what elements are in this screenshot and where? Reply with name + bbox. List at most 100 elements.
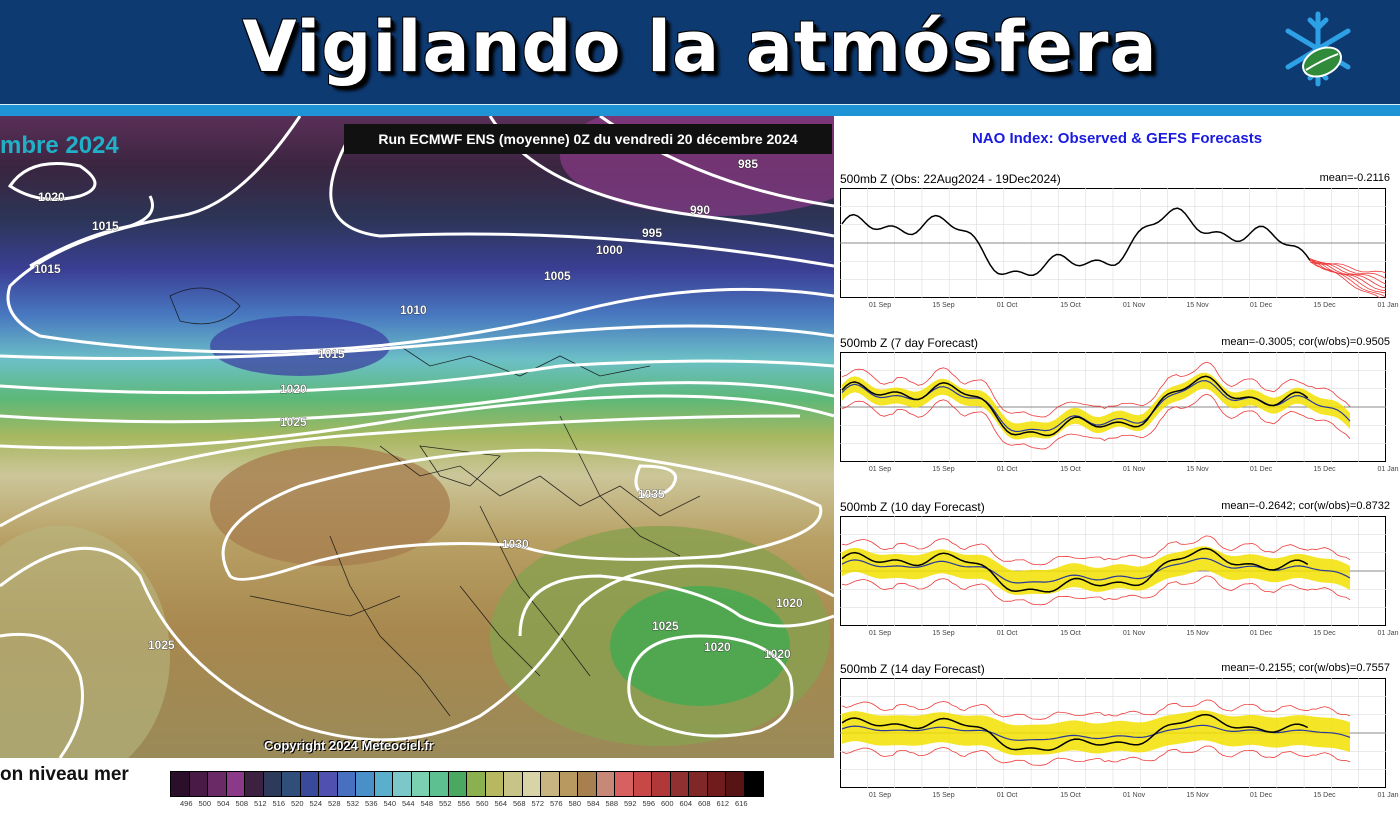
x-tick-label: 15 Oct [1060,792,1081,799]
x-tick-label: 01 Oct [996,302,1018,309]
legend-tick-label: 600 [661,799,674,808]
x-tick-label: 15 Dec [1313,302,1336,309]
isobar-label: 1020 [280,382,307,396]
legend-tick-label: 540 [383,799,397,808]
isobar-label: 1020 [704,640,731,654]
panel-stat: mean=-0.2116 [1319,172,1390,184]
nao-forecast-panel: 500mb Z (7 day Forecast) mean=-0.3005; co… [838,336,1399,486]
ensemble-spread-band [842,710,1350,756]
x-tick-label: 15 Dec [1313,466,1336,473]
x-tick-label: 01 Sep [868,302,892,309]
observed-nao-line [841,713,1309,751]
legend-tick-label: 580 [568,799,582,808]
x-tick-label: 01 Nov [1122,466,1146,473]
nao-line-chart [840,516,1386,626]
ensemble-extreme-line [841,699,1351,720]
x-tick-label: 01 Sep [868,792,892,799]
x-tick-label: 15 Sep [932,792,955,799]
nao-line-chart [840,188,1386,298]
x-tick-label: 15 Oct [1060,466,1081,473]
legend-swatch [171,772,190,796]
x-tick-label: 01 Dec [1249,302,1273,309]
x-tick-label: 01 Jan [1377,302,1399,309]
nao-forecast-panel: 500mb Z (10 day Forecast) mean=-0.2642; c… [838,500,1399,650]
legend-swatch [522,772,541,796]
legend-tick-label: 616 [735,799,748,808]
ensemble-extreme-line [841,745,1351,766]
x-tick-label: 15 Dec [1313,630,1336,637]
legend-tick-label: 512 [254,799,267,808]
isobar-label: 1025 [652,619,679,633]
snowflake-leaf-logo-icon [1285,11,1351,87]
legend-swatch [189,772,208,796]
nao-forecast-panel: 500mb Z (Obs: 22Aug2024 - 19Dec2024) mean… [838,172,1399,322]
observed-nao-line [841,375,1309,437]
x-tick-label: 01 Oct [996,792,1018,799]
legend-swatch [300,772,319,796]
x-tick-label: 15 Oct [1060,630,1081,637]
x-tick-label: 01 Nov [1122,630,1146,637]
legend-tick-label: 544 [402,799,415,808]
x-tick-label: 01 Jan [1377,792,1399,799]
legend-swatch [430,772,449,796]
legend-tick-label: 564 [494,799,508,808]
legend-swatch [337,772,356,796]
panel-stat: mean=-0.2155; cor(w/obs)=0.7557 [1221,662,1390,674]
legend-swatch [559,772,578,796]
legend-tick-label: 524 [309,799,323,808]
isobar-label: 1020 [776,596,803,610]
legend-swatch [356,772,375,796]
legend-swatch [689,772,708,796]
isobar-label: 1005 [544,269,571,283]
ensemble-extreme-line [841,361,1351,418]
x-tick-label: 01 Dec [1249,466,1273,473]
color-scale-ticks: 496 500 504 508 512 516 520 524 528 532 536 540 544 5… [180,799,754,808]
x-tick-label: 01 Dec [1249,792,1273,799]
ensemble-pressure-map: 985 990 995 1000 1005 1010 1015 1020 102… [0,116,834,758]
panel-title: 500mb Z (10 day Forecast) [840,500,985,514]
panel-stat: mean=-0.3005; cor(w/obs)=0.9505 [1221,336,1390,348]
x-tick-label: 15 Nov [1186,466,1209,473]
header-banner: Vigilando la atmósfera [0,0,1400,104]
nao-line-chart [840,678,1386,788]
legend-swatch [670,772,689,796]
legend-tick-label: 612 [716,799,730,808]
x-tick-label: 15 Sep [932,630,955,637]
x-tick-label: 15 Sep [932,466,955,473]
observed-nao-line [841,547,1309,593]
legend-swatch [633,772,652,796]
color-scale-legend [170,771,764,797]
nao-forecast-panel: 500mb Z (14 day Forecast) mean=-0.2155; c… [838,662,1399,812]
isobar-label: 1015 [92,219,119,233]
x-tick-label: 01 Sep [868,630,892,637]
gefs-member-line [1309,261,1386,280]
legend-tick-label: 556 [457,799,471,808]
pressure-map-canvas: 985 990 995 1000 1005 1010 1015 1020 102… [0,116,834,758]
legend-tick-label: 508 [235,799,249,808]
ensemble-extreme-line [841,535,1351,566]
legend-tick-label: 496 [180,799,193,808]
isobar-label: 1020 [764,647,791,661]
gefs-member-line [1309,259,1386,298]
legend-tick-label: 576 [550,799,563,808]
x-tick-label: 01 Nov [1122,302,1146,309]
legend-tick-label: 548 [420,799,434,808]
legend-tick-label: 516 [272,799,286,808]
legend-tick-label: 536 [365,799,378,808]
legend-tick-label: 520 [291,799,304,808]
x-tick-label: 15 Oct [1060,302,1081,309]
nao-title: NAO Index: Observed & GEFS Forecasts [971,130,1263,147]
gefs-member-line [1309,258,1386,292]
x-tick-label: 15 Dec [1313,792,1336,799]
isobar-label: 1015 [34,262,61,276]
legend-swatch [578,772,597,796]
x-tick-label: 15 Nov [1186,302,1209,309]
gefs-member-line [1309,258,1386,294]
legend-tick-label: 584 [587,799,600,808]
legend-tick-label: 528 [328,799,341,808]
legend-tick-label: 560 [476,799,489,808]
isobar-label: 1020 [38,190,65,204]
legend-swatch [485,772,504,796]
legend-swatch [319,772,338,796]
x-tick-label: 15 Nov [1186,630,1209,637]
